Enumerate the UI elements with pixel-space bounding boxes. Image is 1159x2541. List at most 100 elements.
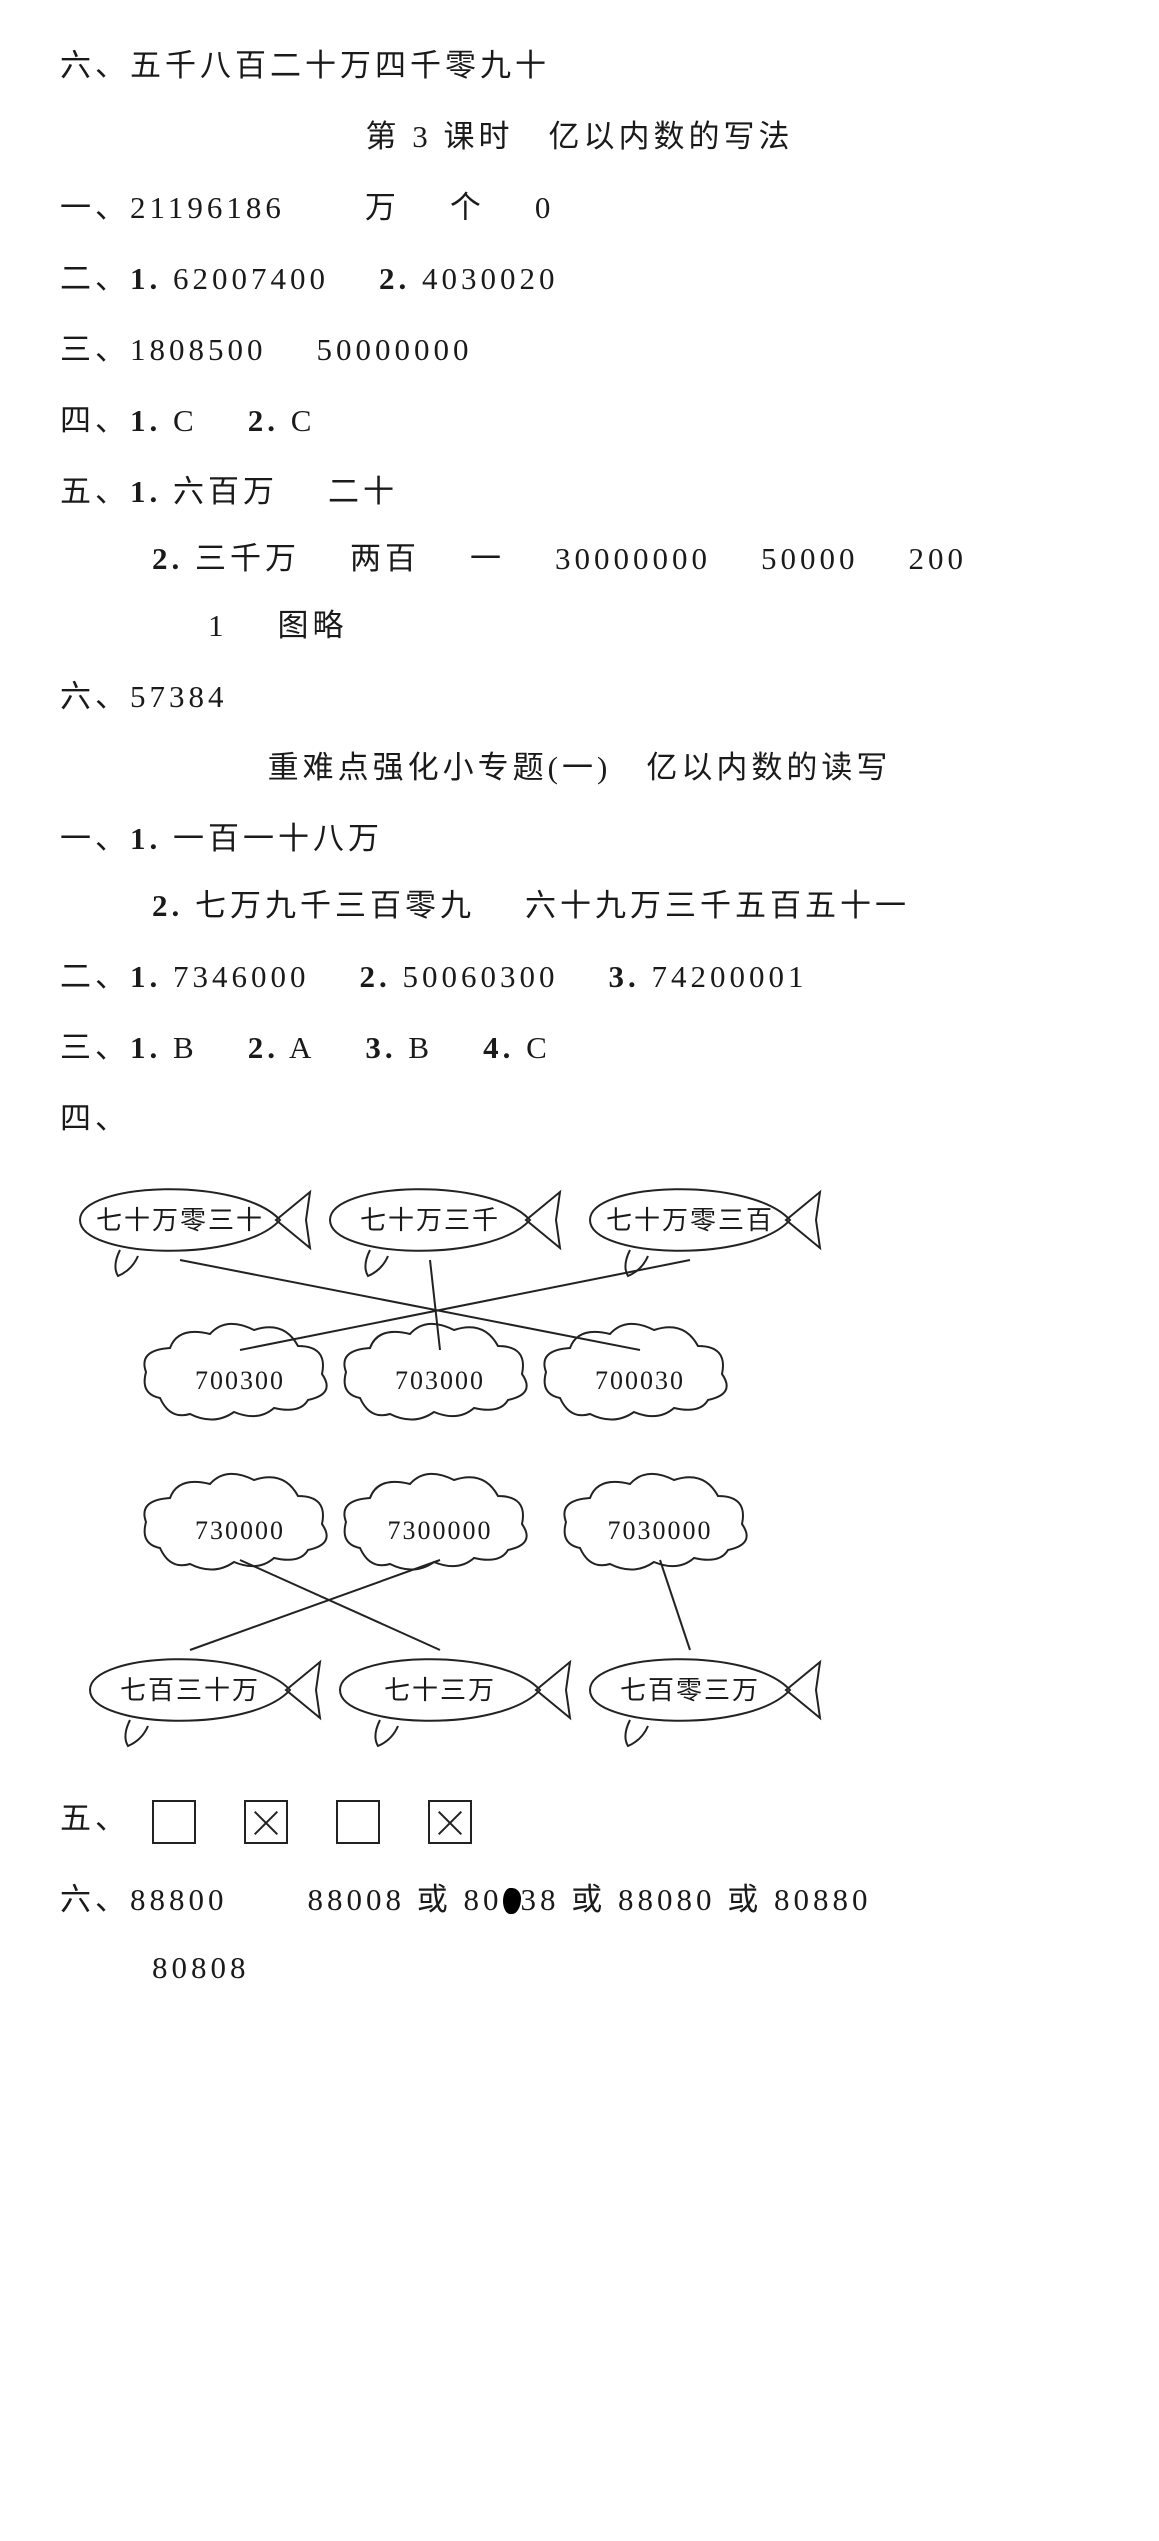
- or: 或: [727, 1882, 762, 1917]
- t1-q2: 二、1. 7346000 2. 50060300 3. 74200001: [60, 961, 1099, 992]
- idx: 2.: [248, 403, 279, 438]
- v: 57384: [130, 679, 228, 714]
- t1-q5: 五、: [60, 1800, 1099, 1844]
- svg-text:700300: 700300: [195, 1366, 285, 1395]
- v: 六百万: [173, 474, 278, 509]
- v: 80880: [774, 1882, 872, 1917]
- l3-q5-l2b: 1 图略: [60, 610, 1099, 641]
- v: 二十: [328, 474, 398, 509]
- svg-text:703000: 703000: [395, 1366, 485, 1395]
- v: 三千万: [195, 541, 300, 576]
- v: 0: [535, 190, 555, 225]
- v: 七万九千三百零九: [195, 888, 475, 923]
- v: B: [408, 1030, 433, 1065]
- idx: 2.: [152, 541, 183, 576]
- l3-q3: 三、180850050000000: [60, 334, 1099, 365]
- v: 50000: [761, 541, 859, 576]
- t1-q6-l1: 六、88800 88008 或 80 38 或 88080 或 80880: [60, 1884, 1099, 1916]
- label: 一、: [60, 190, 130, 225]
- idx: 1.: [130, 474, 161, 509]
- checkbox-cross-icon: [428, 1800, 472, 1844]
- svg-text:7030000: 7030000: [608, 1516, 713, 1545]
- checkbox-empty-icon: [152, 1800, 196, 1844]
- v: 六十九万三千五百五十一: [525, 888, 910, 923]
- q5-boxes: [142, 1801, 510, 1836]
- label: 四、: [60, 403, 130, 438]
- v: 200: [909, 541, 968, 576]
- v: 30000000: [555, 541, 711, 576]
- label: 五、: [60, 474, 130, 509]
- svg-text:七十万三千: 七十万三千: [360, 1206, 500, 1235]
- t1-q3: 三、1. B2. A3. B4. C: [60, 1032, 1099, 1063]
- v: A: [289, 1030, 315, 1065]
- v: 4030020: [422, 261, 559, 296]
- lesson3-title: 第 3 课时 亿以内数的写法: [60, 121, 1099, 152]
- v: 一: [470, 541, 505, 576]
- svg-text:730000: 730000: [195, 1516, 285, 1545]
- idx: 3.: [365, 1030, 396, 1065]
- label: 五、: [60, 1801, 130, 1836]
- v: 21196186: [130, 190, 285, 225]
- svg-text:七百三十万: 七百三十万: [120, 1676, 260, 1705]
- label: 二、: [60, 959, 130, 994]
- v: 88008: [308, 1882, 406, 1917]
- idx: 2.: [379, 261, 410, 296]
- label: 四、: [60, 1101, 130, 1136]
- label: 六、: [60, 679, 130, 714]
- idx: 1.: [130, 1030, 161, 1065]
- label: 三、: [60, 332, 130, 367]
- svg-text:700030: 700030: [595, 1366, 685, 1395]
- t1-q6-l2: 80808: [60, 1952, 1099, 1983]
- label: 六、: [60, 1882, 130, 1917]
- v: 图略: [278, 608, 348, 643]
- label: 二、: [60, 261, 130, 296]
- or: 或: [571, 1882, 606, 1917]
- idx: 4.: [483, 1030, 514, 1065]
- v: C: [526, 1030, 551, 1065]
- t1-q1-l1: 一、1. 一百一十八万: [60, 823, 1099, 854]
- t1-q1-l2: 2. 七万九千三百零九 六十九万三千五百五十一: [60, 890, 1099, 921]
- v: 80: [464, 1882, 503, 1917]
- idx: 2.: [152, 888, 183, 923]
- v: B: [173, 1030, 198, 1065]
- v: 万: [365, 190, 400, 225]
- v: 7346000: [173, 959, 310, 994]
- top-line: 六、五千八百二十万四千零九十: [60, 50, 1099, 81]
- idx: 1.: [130, 403, 161, 438]
- checkbox-empty-icon: [336, 1800, 380, 1844]
- v: 1: [208, 608, 228, 643]
- idx: 2.: [360, 959, 391, 994]
- v: 50000000: [317, 332, 473, 367]
- v: C: [173, 403, 198, 438]
- idx: 1.: [130, 821, 161, 856]
- match-svg-2: 730000 7300000 7030000 七百三十万 七十三万 七百零三万: [50, 1470, 870, 1770]
- v: 50060300: [403, 959, 559, 994]
- inkblot-icon: [503, 1888, 521, 1914]
- v: 两百: [350, 541, 420, 576]
- v: C: [291, 403, 316, 438]
- svg-text:七十三万: 七十三万: [384, 1676, 496, 1705]
- svg-text:7300000: 7300000: [388, 1516, 493, 1545]
- l3-q5-l2a: 2. 三千万 两百 一 30000000 50000 200: [60, 543, 1099, 574]
- svg-text:七百零三万: 七百零三万: [620, 1676, 760, 1705]
- l3-q5-l1: 五、1. 六百万 二十: [60, 476, 1099, 507]
- v: 88080: [618, 1882, 716, 1917]
- svg-text:七十万零三百: 七十万零三百: [606, 1206, 774, 1235]
- v: 80808: [152, 1950, 250, 1985]
- v: 88800: [130, 1882, 228, 1917]
- t1-q4-label: 四、: [60, 1103, 1099, 1134]
- page: 六、五千八百二十万四千零九十 第 3 课时 亿以内数的写法 一、21196186…: [0, 0, 1159, 2083]
- match-svg-1: 七十万零三十七十万三千七十万零三百700300703000700030: [50, 1140, 870, 1440]
- v: 38: [521, 1882, 560, 1917]
- v: 一百一十八万: [173, 821, 383, 856]
- idx: 1.: [130, 959, 161, 994]
- l3-q2: 二、1. 620074002. 4030020: [60, 263, 1099, 294]
- idx: 3.: [609, 959, 640, 994]
- l3-q4: 四、1. C 2. C: [60, 405, 1099, 436]
- l3-q6: 六、57384: [60, 681, 1099, 712]
- l3-q1: 一、21196186万个0: [60, 192, 1099, 223]
- v: 62007400: [173, 261, 329, 296]
- v: 74200001: [652, 959, 808, 994]
- label: 一、: [60, 821, 130, 856]
- or: 或: [417, 1882, 452, 1917]
